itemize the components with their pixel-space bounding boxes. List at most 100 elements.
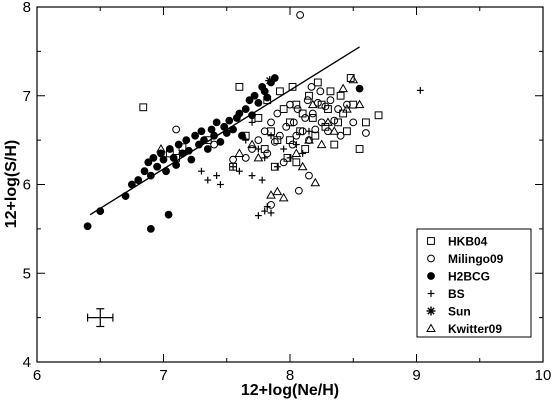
data-point (354, 99, 365, 109)
data-point (187, 155, 196, 164)
data-point (140, 167, 149, 176)
x-tick-label: 6 (33, 367, 41, 384)
axis-ticks (36, 6, 544, 363)
data-point (263, 203, 271, 211)
data-point (317, 100, 326, 109)
data-point (326, 96, 335, 105)
data-point (282, 122, 291, 131)
data-point (198, 167, 205, 175)
data-point (191, 131, 200, 140)
data-point (184, 146, 193, 155)
data-point (178, 149, 187, 158)
data-point (303, 96, 312, 105)
data-point (311, 131, 320, 140)
data-point (149, 153, 158, 162)
data-point (311, 125, 320, 134)
data-points (83, 11, 424, 233)
data-point (270, 138, 279, 146)
data-point (225, 116, 234, 125)
data-point (279, 105, 288, 113)
data-point (310, 177, 321, 187)
legend-label: H2BCG (448, 270, 490, 284)
data-point (270, 74, 279, 82)
data-point (197, 127, 206, 136)
data-point (286, 118, 294, 127)
data-point (342, 104, 352, 113)
data-point (305, 91, 313, 100)
series-sun (265, 76, 275, 86)
data-point (245, 96, 254, 105)
data-point (324, 127, 332, 136)
y-tick-label: 7 (23, 88, 31, 105)
data-point (254, 114, 263, 122)
data-point (275, 87, 284, 96)
data-point (296, 11, 305, 19)
data-point (229, 155, 237, 164)
data-point (330, 116, 339, 125)
series-bs (198, 87, 424, 219)
data-point (316, 87, 325, 96)
data-point (313, 78, 322, 87)
data-point (265, 76, 275, 86)
data-point (355, 84, 364, 93)
axis-tick-labels: 6 7 8 9 10 4 5 6 7 8 (23, 0, 552, 384)
data-point (308, 114, 317, 122)
data-point (292, 131, 301, 140)
data-point (172, 161, 181, 169)
data-point (174, 140, 183, 149)
data-point (286, 136, 294, 145)
data-point (263, 149, 272, 158)
legend-entry-sun: Sun (426, 305, 471, 319)
data-point (254, 98, 263, 107)
data-point (292, 141, 300, 148)
data-point (348, 74, 359, 84)
data-point (241, 105, 250, 113)
data-point (162, 167, 170, 176)
data-point (355, 145, 364, 153)
error-bar (86, 308, 114, 328)
data-point (308, 109, 317, 118)
data-point (222, 129, 231, 137)
data-point (288, 82, 297, 91)
data-point (349, 118, 358, 127)
data-point (121, 192, 130, 200)
y-tick-label: 5 (23, 265, 31, 282)
data-point (127, 180, 136, 189)
legend-label: Kwitter09 (448, 322, 502, 336)
data-point (159, 155, 168, 164)
data-point (253, 152, 264, 162)
legend-entry-hkb04: HKB04 (427, 235, 488, 249)
data-point (195, 140, 203, 149)
data-point (316, 139, 327, 149)
data-point (304, 135, 314, 144)
data-point (212, 118, 221, 127)
data-point (272, 186, 283, 196)
data-point (182, 136, 191, 145)
y-tick-label: 6 (23, 177, 31, 194)
data-point (83, 222, 92, 231)
x-tick-label: 7 (159, 367, 167, 384)
data-point (144, 158, 153, 167)
data-point (242, 136, 250, 144)
data-point (261, 154, 269, 162)
x-tick-label: 8 (286, 367, 294, 384)
data-point (254, 212, 262, 219)
data-point (247, 139, 257, 149)
data-point (210, 131, 219, 140)
legend-label: Milingo09 (448, 252, 504, 266)
data-point (307, 99, 318, 109)
legend-entry-milingo09: Milingo09 (427, 252, 504, 266)
data-point (210, 140, 219, 149)
y-axis-label: 12+log(S/H) (3, 140, 20, 228)
x-tick-label: 10 (535, 367, 552, 384)
data-point (258, 176, 266, 184)
data-point (317, 118, 326, 127)
legend-marker (426, 306, 436, 316)
data-point (235, 82, 244, 91)
data-point (164, 210, 173, 219)
data-point (273, 136, 282, 145)
data-point (273, 163, 281, 171)
data-point (321, 102, 330, 111)
data-point (267, 209, 275, 217)
data-point (329, 126, 340, 135)
